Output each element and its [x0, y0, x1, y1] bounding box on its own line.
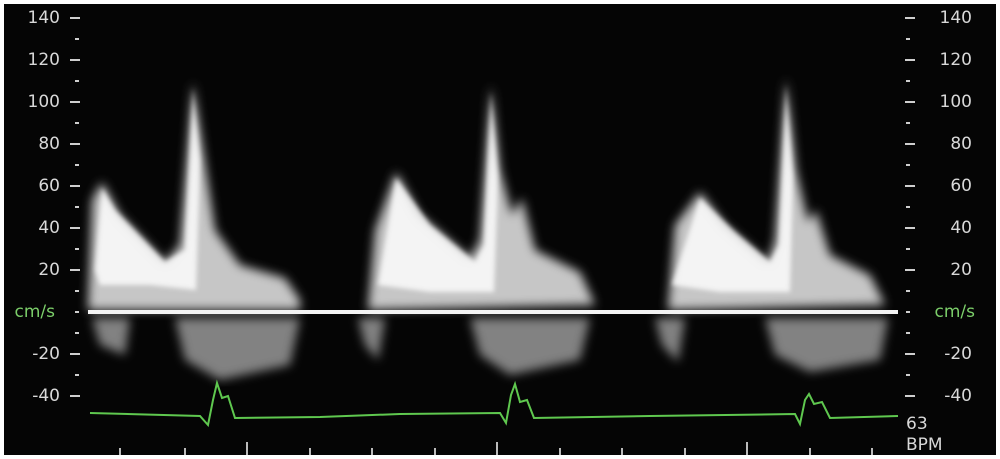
tick-label: 20: [38, 260, 60, 280]
tick-label: -40: [32, 386, 60, 406]
tick-label: 120: [28, 50, 60, 70]
tick-label: 60: [950, 176, 972, 196]
heart-rate-value: 63: [906, 414, 928, 434]
tick-label: -20: [944, 344, 972, 364]
tick-label: 100: [940, 92, 972, 112]
tick-label: 140: [28, 8, 60, 28]
tick-label: -20: [32, 344, 60, 364]
tick-label: 140: [940, 8, 972, 28]
tick-label: 120: [940, 50, 972, 70]
tick-label: 40: [950, 218, 972, 238]
heart-rate-unit: BPM: [906, 435, 943, 455]
ecg-trace: [89, 379, 899, 428]
tick-label: -40: [944, 386, 972, 406]
tick-label: 40: [38, 218, 60, 238]
axis-ticks: 140 120 100 80 60 40 20 -20 -40 140 120 100 80 60 40 20…: [28, 8, 972, 406]
tick-label: 100: [28, 92, 60, 112]
bottom-ruler: [119, 442, 873, 455]
right-unit: cm/s: [935, 302, 976, 322]
tick-label: 80: [38, 134, 60, 154]
spectral-waveform: [88, 78, 888, 380]
tick-label: 60: [38, 176, 60, 196]
tick-label: 20: [950, 260, 972, 280]
left-unit: cm/s: [15, 302, 56, 322]
tick-label: 80: [950, 134, 972, 154]
